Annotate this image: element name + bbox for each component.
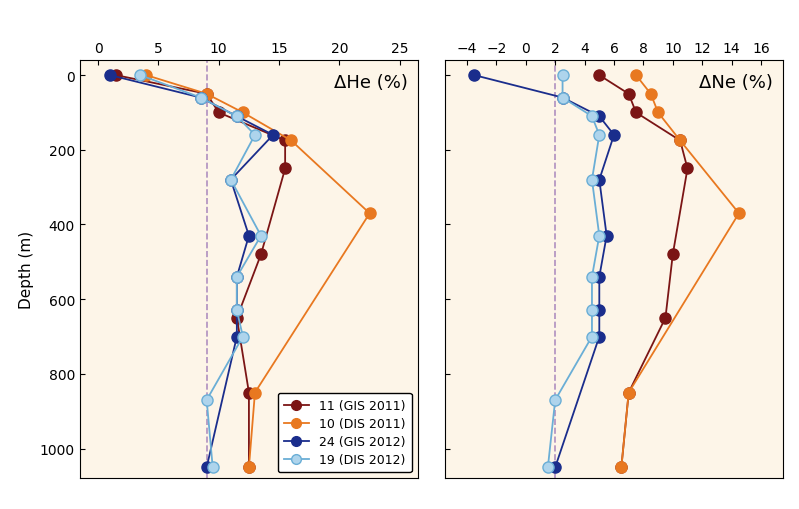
- Legend: 11 (GIS 2011), 10 (DIS 2011), 24 (GIS 2012), 19 (DIS 2012): 11 (GIS 2011), 10 (DIS 2011), 24 (GIS 20…: [278, 393, 411, 472]
- Text: ΔHe (%): ΔHe (%): [334, 74, 407, 92]
- Y-axis label: Depth (m): Depth (m): [19, 231, 34, 309]
- Text: ΔNe (%): ΔNe (%): [699, 74, 773, 92]
